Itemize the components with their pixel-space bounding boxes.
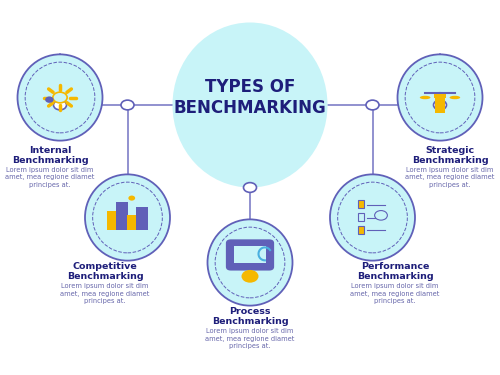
Text: Strategic
Benchmarking: Strategic Benchmarking (412, 146, 488, 165)
Text: TYPES OF
BENCHMARKING: TYPES OF BENCHMARKING (174, 78, 326, 117)
Text: Lorem ipsum dolor sit dim
amet, mea regione diamet
principes at.: Lorem ipsum dolor sit dim amet, mea regi… (60, 283, 150, 304)
Circle shape (121, 100, 134, 110)
Text: Lorem ipsum dolor sit dim
amet, mea regione diamet
principes at.: Lorem ipsum dolor sit dim amet, mea regi… (6, 167, 94, 188)
Circle shape (242, 270, 258, 283)
Ellipse shape (420, 96, 430, 99)
Text: Lorem ipsum dolor sit dim
amet, mea regione diamet
principes at.: Lorem ipsum dolor sit dim amet, mea regi… (406, 167, 494, 188)
Circle shape (54, 100, 66, 110)
Circle shape (366, 100, 379, 110)
Text: Lorem ipsum dolor sit dim
amet, mea regione diamet
principes at.: Lorem ipsum dolor sit dim amet, mea regi… (206, 328, 294, 349)
Bar (136, 207, 148, 230)
Ellipse shape (208, 219, 292, 306)
Ellipse shape (85, 174, 170, 261)
Circle shape (374, 211, 388, 220)
Text: Performance
Benchmarking: Performance Benchmarking (356, 262, 434, 281)
Ellipse shape (172, 22, 328, 188)
Circle shape (45, 96, 54, 103)
Circle shape (128, 195, 135, 201)
Bar (435, 98, 445, 112)
Text: Competitive
Benchmarking: Competitive Benchmarking (66, 262, 144, 281)
Ellipse shape (18, 54, 102, 141)
Text: Lorem ipsum dolor sit dim
amet, mea regione diamet
principes at.: Lorem ipsum dolor sit dim amet, mea regi… (350, 283, 440, 304)
Ellipse shape (330, 174, 415, 261)
FancyBboxPatch shape (234, 246, 266, 263)
Ellipse shape (398, 54, 482, 141)
Circle shape (244, 183, 256, 192)
Text: Process
Benchmarking: Process Benchmarking (212, 307, 288, 326)
Bar (126, 215, 138, 230)
Ellipse shape (450, 96, 460, 99)
Circle shape (434, 100, 446, 110)
Bar (358, 213, 364, 221)
Circle shape (53, 92, 67, 103)
Bar (116, 202, 128, 230)
Bar (358, 200, 364, 208)
FancyBboxPatch shape (226, 239, 274, 271)
Bar (434, 94, 446, 98)
Text: Internal
Benchmarking: Internal Benchmarking (12, 146, 88, 165)
Bar (106, 211, 118, 230)
Bar (358, 226, 364, 234)
